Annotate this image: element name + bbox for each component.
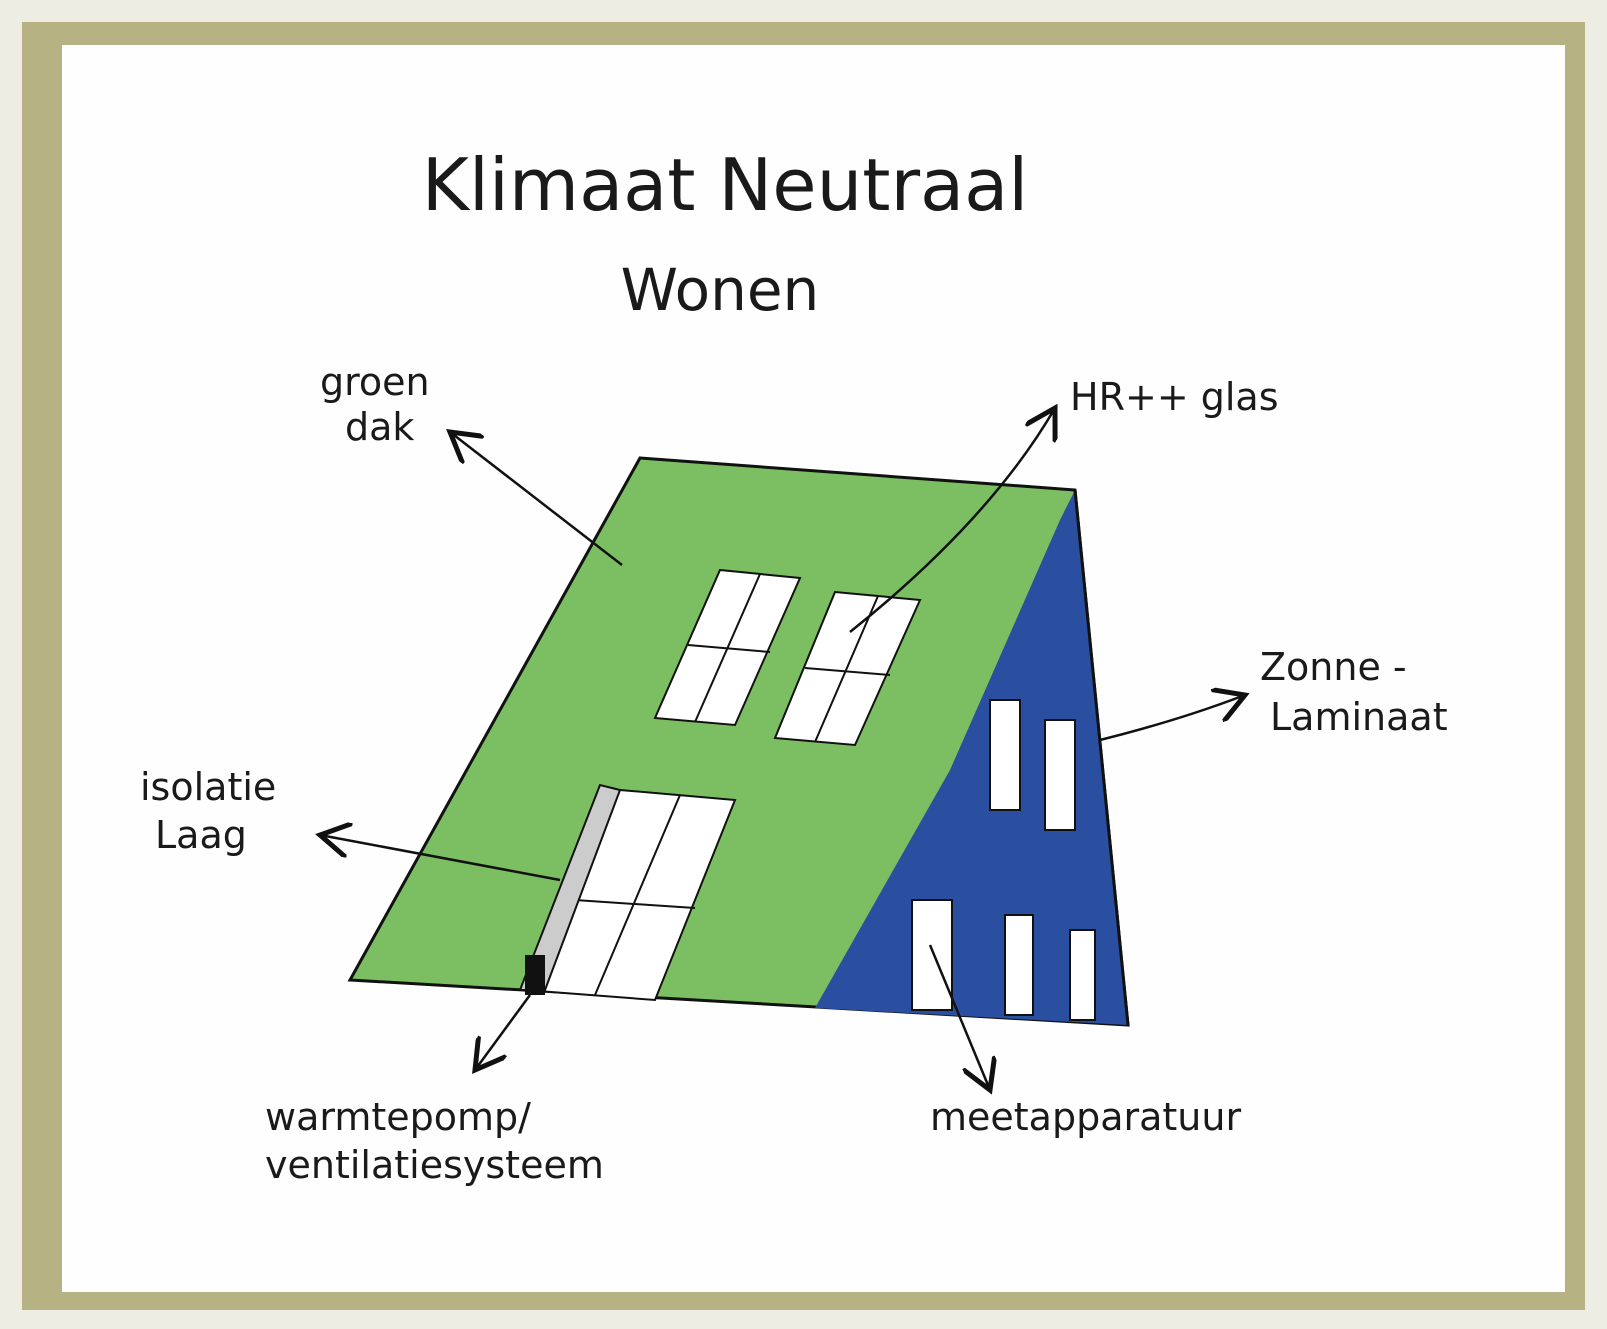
label: meetapparatuur xyxy=(930,1095,1241,1139)
label: Laag xyxy=(155,813,247,857)
label: groen xyxy=(320,360,430,404)
label: warmtepomp/ xyxy=(265,1095,531,1139)
label: Laminaat xyxy=(1270,695,1448,739)
label: isolatie xyxy=(140,765,276,809)
subtitle: Wonen xyxy=(621,256,820,324)
title: Klimaat Neutraal xyxy=(422,143,1029,227)
page: Klimaat Neutraal Wonen groen dak HR++ gl… xyxy=(0,0,1607,1329)
diagram: Klimaat Neutraal Wonen groen dak HR++ gl… xyxy=(0,0,1607,1329)
label: dak xyxy=(345,405,414,449)
label: ventilatiesysteem xyxy=(265,1143,604,1187)
label: Zonne - xyxy=(1260,645,1407,689)
heat-pump xyxy=(525,955,545,995)
label: HR++ glas xyxy=(1070,375,1279,419)
